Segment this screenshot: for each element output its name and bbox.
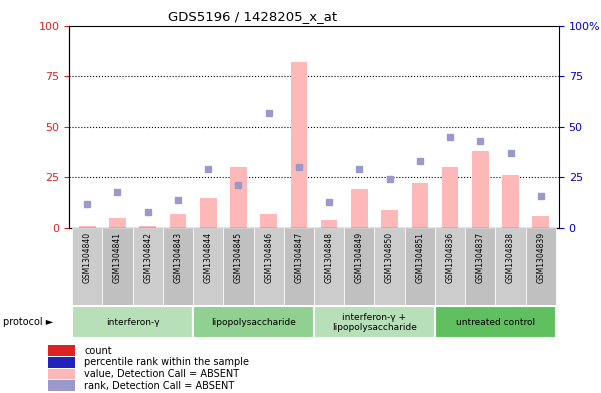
Bar [133, 228, 163, 305]
Text: GSM1304844: GSM1304844 [204, 232, 213, 283]
Text: GSM1304842: GSM1304842 [143, 232, 152, 283]
Text: GSM1304836: GSM1304836 [445, 232, 454, 283]
Bar [314, 307, 435, 338]
Bar [72, 307, 193, 338]
Bar [230, 167, 247, 228]
Text: GSM1304843: GSM1304843 [174, 232, 183, 283]
Bar [465, 228, 495, 305]
Bar [48, 380, 75, 391]
Bar [200, 198, 216, 228]
Text: value, Detection Call = ABSENT: value, Detection Call = ABSENT [84, 369, 239, 379]
Bar [193, 228, 224, 305]
Text: rank, Detection Call = ABSENT: rank, Detection Call = ABSENT [84, 380, 234, 391]
Bar [502, 175, 519, 228]
Bar [193, 307, 314, 338]
Bar [48, 357, 75, 367]
Bar [254, 228, 284, 305]
Text: GSM1304846: GSM1304846 [264, 232, 273, 283]
Text: GSM1304851: GSM1304851 [415, 232, 424, 283]
Bar [412, 184, 428, 228]
Text: GSM1304838: GSM1304838 [506, 232, 515, 283]
Bar [102, 228, 133, 305]
Text: protocol ►: protocol ► [3, 317, 53, 327]
Bar [109, 218, 126, 228]
Bar [526, 228, 556, 305]
Bar [284, 228, 314, 305]
Bar [435, 307, 556, 338]
Text: GSM1304840: GSM1304840 [83, 232, 92, 283]
Bar [404, 228, 435, 305]
Bar [435, 228, 465, 305]
Bar [48, 345, 75, 356]
Bar [72, 228, 102, 305]
Text: GSM1304850: GSM1304850 [385, 232, 394, 283]
Bar [163, 228, 193, 305]
Text: count: count [84, 345, 112, 356]
Text: GSM1304848: GSM1304848 [325, 232, 334, 283]
Bar [442, 167, 459, 228]
Bar [79, 226, 96, 228]
Bar [260, 214, 277, 228]
Text: GSM1304847: GSM1304847 [294, 232, 304, 283]
Text: percentile rank within the sample: percentile rank within the sample [84, 357, 249, 367]
Text: GSM1304841: GSM1304841 [113, 232, 122, 283]
Bar [48, 369, 75, 379]
Text: interferon-γ: interferon-γ [106, 318, 159, 327]
Bar [321, 220, 337, 228]
Text: untreated control: untreated control [456, 318, 535, 327]
Text: lipopolysaccharide: lipopolysaccharide [211, 318, 296, 327]
Text: interferon-γ +
lipopolysaccharide: interferon-γ + lipopolysaccharide [332, 312, 417, 332]
Bar [169, 214, 186, 228]
Bar [495, 228, 526, 305]
Text: GSM1304839: GSM1304839 [536, 232, 545, 283]
Bar [374, 228, 404, 305]
Bar [224, 228, 254, 305]
Bar [381, 210, 398, 228]
Text: GSM1304849: GSM1304849 [355, 232, 364, 283]
Bar [314, 228, 344, 305]
Bar [139, 226, 156, 228]
Text: GDS5196 / 1428205_x_at: GDS5196 / 1428205_x_at [168, 10, 337, 23]
Bar [351, 189, 368, 228]
Bar [344, 228, 374, 305]
Text: GSM1304837: GSM1304837 [476, 232, 485, 283]
Text: GSM1304845: GSM1304845 [234, 232, 243, 283]
Bar [472, 151, 489, 228]
Bar [532, 216, 549, 228]
Bar [291, 62, 307, 228]
